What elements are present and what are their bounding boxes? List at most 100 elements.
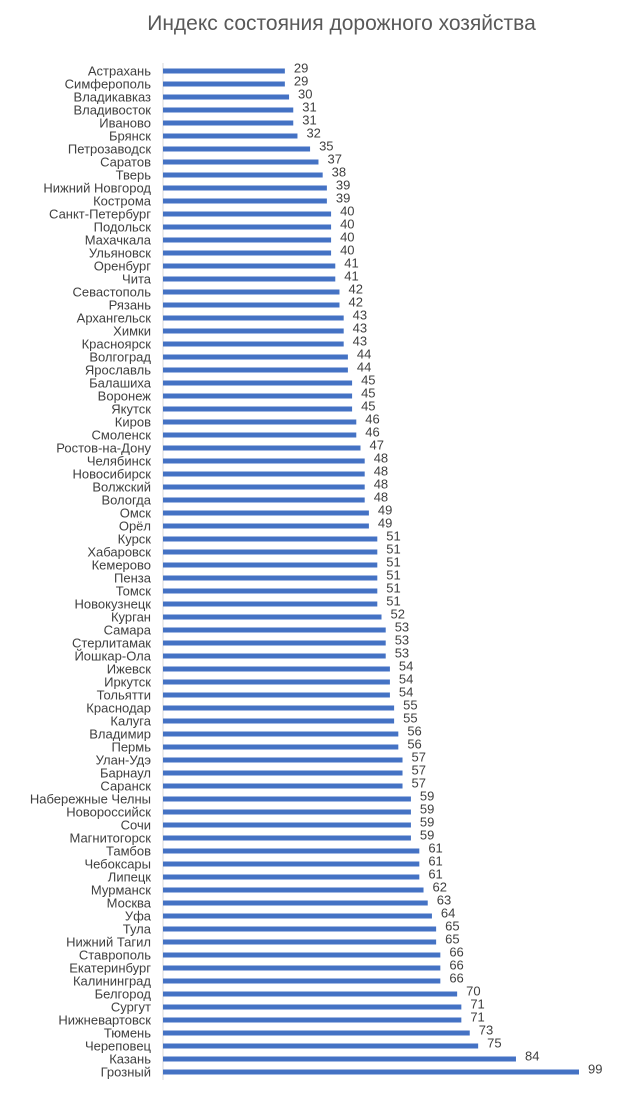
- category-label: Иваново: [99, 116, 151, 131]
- category-label: Ижевск: [107, 662, 152, 677]
- bar: [163, 549, 378, 555]
- value-label: 71: [470, 1010, 484, 1025]
- category-label: Тула: [123, 922, 152, 937]
- bar: [163, 705, 395, 711]
- bar: [163, 666, 390, 672]
- value-label: 57: [412, 763, 426, 778]
- bar: [163, 328, 344, 334]
- value-label: 35: [319, 139, 333, 154]
- category-label: Киров: [115, 415, 151, 430]
- category-label: Новокузнецк: [75, 597, 152, 612]
- category-label: Нижний Тагил: [66, 935, 151, 950]
- value-label: 41: [344, 256, 358, 271]
- category-label: Орёл: [119, 519, 151, 534]
- bar: [163, 120, 294, 126]
- value-label: 59: [420, 815, 434, 830]
- category-label: Мурманск: [91, 883, 151, 898]
- value-label: 61: [428, 841, 442, 856]
- category-label: Тамбов: [106, 844, 151, 859]
- value-label: 40: [340, 230, 354, 245]
- value-label: 44: [357, 360, 371, 375]
- bar: [163, 393, 353, 399]
- value-label: 56: [407, 724, 421, 739]
- bar: [163, 1043, 479, 1049]
- bar: [163, 744, 399, 750]
- category-label: Ульяновск: [89, 246, 151, 261]
- category-label: Москва: [107, 896, 152, 911]
- value-label: 55: [403, 711, 417, 726]
- bar: [163, 510, 369, 516]
- value-label: 42: [348, 295, 362, 310]
- value-label: 40: [340, 217, 354, 232]
- value-label: 65: [445, 932, 459, 947]
- category-label: Сочи: [121, 818, 151, 833]
- category-label: Новосибирск: [73, 467, 152, 482]
- bar: [163, 562, 378, 568]
- value-label: 70: [466, 984, 480, 999]
- bar: [163, 445, 361, 451]
- value-label: 54: [399, 659, 413, 674]
- bar: [163, 965, 441, 971]
- value-label: 37: [327, 152, 341, 167]
- category-label: Балашиха: [89, 376, 152, 391]
- category-label: Йошкар-Ола: [74, 649, 151, 664]
- value-label: 45: [361, 373, 375, 388]
- category-label: Краснодар: [86, 701, 151, 716]
- value-label: 57: [412, 750, 426, 765]
- bar: [163, 1056, 516, 1062]
- value-labels-group: 2929303131323537383939404040404141424243…: [294, 61, 603, 1077]
- category-label: Калининград: [73, 974, 151, 989]
- value-label: 48: [374, 451, 388, 466]
- value-label: 51: [386, 594, 400, 609]
- value-label: 51: [386, 581, 400, 596]
- value-label: 73: [479, 1023, 493, 1038]
- value-label: 31: [302, 100, 316, 115]
- category-label: Красноярск: [82, 337, 152, 352]
- value-label: 40: [340, 243, 354, 258]
- category-label: Уфа: [125, 909, 152, 924]
- category-label: Кострома: [93, 194, 152, 209]
- category-label: Ростов-на-Дону: [56, 441, 151, 456]
- category-label: Владикавказ: [74, 90, 152, 105]
- bar: [163, 926, 437, 932]
- bars-group: [163, 68, 579, 1075]
- bar: [163, 94, 290, 100]
- value-label: 51: [386, 542, 400, 557]
- category-label: Самара: [104, 623, 152, 638]
- category-label: Магнитогорск: [69, 831, 151, 846]
- value-label: 43: [353, 308, 367, 323]
- bar: [163, 107, 294, 113]
- value-label: 66: [449, 971, 463, 986]
- bar: [163, 900, 428, 906]
- category-label: Курган: [111, 610, 151, 625]
- value-label: 55: [403, 698, 417, 713]
- bar: [163, 484, 365, 490]
- value-label: 56: [407, 737, 421, 752]
- value-label: 59: [420, 828, 434, 843]
- value-label: 66: [449, 958, 463, 973]
- bar: [163, 653, 386, 659]
- bar: [163, 380, 353, 386]
- category-label: Курск: [118, 532, 152, 547]
- value-label: 29: [294, 61, 308, 76]
- bar: [163, 159, 319, 165]
- bar: [163, 692, 390, 698]
- value-label: 43: [353, 334, 367, 349]
- category-label: Санкт-Петербург: [49, 207, 151, 222]
- bar: [163, 471, 365, 477]
- value-label: 62: [433, 880, 447, 895]
- category-label: Нижневартовск: [58, 1013, 151, 1028]
- bar: [163, 458, 365, 464]
- value-label: 40: [340, 204, 354, 219]
- bar: [163, 276, 336, 282]
- category-label: Липецк: [108, 870, 152, 885]
- value-label: 46: [365, 412, 379, 427]
- value-label: 43: [353, 321, 367, 336]
- value-label: 46: [365, 425, 379, 440]
- category-label: Казань: [109, 1052, 151, 1067]
- category-label: Воронеж: [98, 389, 152, 404]
- bar: [163, 224, 332, 230]
- category-label: Оренбург: [94, 259, 151, 274]
- chart-title: Индекс состояния дорожного хозяйства: [147, 12, 536, 35]
- category-label: Новороссийск: [66, 805, 151, 820]
